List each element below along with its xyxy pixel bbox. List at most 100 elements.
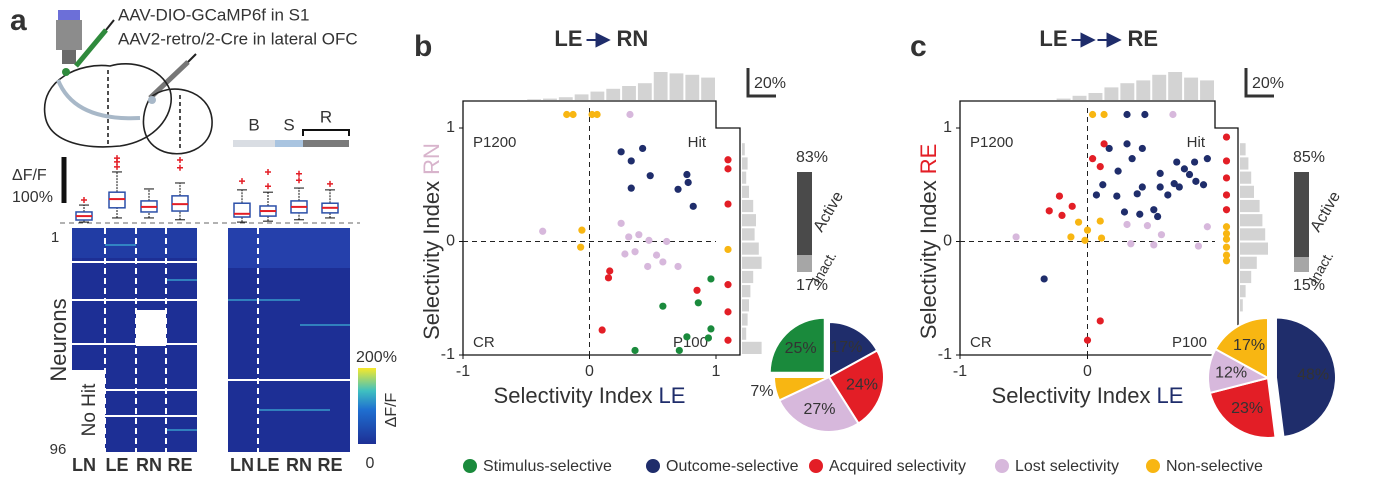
point xyxy=(563,111,570,118)
point xyxy=(724,308,731,315)
histogram-bar xyxy=(685,75,699,100)
panel-label: a xyxy=(10,4,27,37)
histogram-bar xyxy=(1136,80,1150,100)
histogram-bar xyxy=(742,228,755,240)
point xyxy=(578,227,585,234)
point xyxy=(593,111,600,118)
point xyxy=(1134,190,1141,197)
histogram-bar xyxy=(742,186,749,198)
corner-label: P100 xyxy=(1172,334,1207,351)
pie-label: 24% xyxy=(846,377,878,394)
legend-label: Lost selectivity xyxy=(1015,458,1119,475)
no-hit-label: No Hit xyxy=(79,383,100,437)
histogram-bar xyxy=(1240,186,1254,198)
histogram-bar xyxy=(742,342,762,354)
point xyxy=(1192,178,1199,185)
legend-marker xyxy=(809,459,823,473)
point xyxy=(645,237,652,244)
point xyxy=(1191,158,1198,165)
point xyxy=(1123,111,1130,118)
figure: a b c AAV-DIO-GCaMP6f in S1 AAV2-retro/2… xyxy=(0,0,1377,481)
point xyxy=(1223,257,1230,264)
point xyxy=(690,203,697,210)
heatmap xyxy=(72,228,350,452)
colorbar-label: 0 xyxy=(366,455,375,472)
histogram-bar xyxy=(1240,285,1246,297)
point xyxy=(724,200,731,207)
histogram-bar xyxy=(559,97,573,100)
pie-label: 25% xyxy=(785,340,817,357)
histogram-bar xyxy=(1240,257,1257,269)
histogram-bar xyxy=(742,285,750,297)
hist-scale-label: 20% xyxy=(754,75,786,92)
histogram-bar xyxy=(742,271,753,283)
point xyxy=(1098,234,1105,241)
histogram-bar xyxy=(654,72,668,100)
point xyxy=(1075,219,1082,226)
point xyxy=(631,248,638,255)
histogram-bar xyxy=(1104,87,1118,100)
point xyxy=(663,238,670,245)
injection-label: AAV2-retro/2-Cre in lateral OFC xyxy=(118,29,358,48)
point xyxy=(1223,191,1230,198)
category-label: LE xyxy=(256,455,279,475)
point xyxy=(724,337,731,344)
y-axis-label-text: Selectivity Index xyxy=(419,181,444,340)
histogram-bar xyxy=(622,86,636,100)
point xyxy=(1113,193,1120,200)
point xyxy=(1200,181,1207,188)
box xyxy=(234,203,250,217)
point xyxy=(1223,244,1230,251)
point xyxy=(1150,241,1157,248)
point xyxy=(1195,242,1202,249)
corner-label: P1200 xyxy=(970,134,1013,151)
histogram-bar xyxy=(543,99,557,100)
y-tick-label: -1 xyxy=(441,346,455,363)
point xyxy=(635,231,642,238)
point xyxy=(625,233,632,240)
histogram-bar xyxy=(742,200,753,212)
point xyxy=(1139,183,1146,190)
point xyxy=(539,228,546,235)
point xyxy=(683,333,690,340)
colorbar-title: ΔF/F xyxy=(383,392,400,427)
point xyxy=(639,145,646,152)
histogram-bar xyxy=(1168,72,1182,100)
point xyxy=(628,157,635,164)
point xyxy=(1097,317,1104,324)
point xyxy=(1141,111,1148,118)
y-tick-label: 0 xyxy=(943,233,952,250)
histogram-bar xyxy=(742,157,748,169)
category-label: LN xyxy=(230,455,254,475)
point xyxy=(1084,227,1091,234)
point xyxy=(1204,155,1211,162)
pie-label: 12% xyxy=(1215,365,1247,382)
outlier xyxy=(265,183,271,189)
histogram-bar xyxy=(1184,78,1198,100)
outlier xyxy=(177,157,183,163)
scale-label: 100% xyxy=(12,189,53,206)
point xyxy=(1129,155,1136,162)
outlier xyxy=(265,169,271,175)
histogram-bar xyxy=(1240,200,1260,212)
histogram-bar xyxy=(742,299,749,311)
title-target: RN xyxy=(617,26,649,51)
histogram-bar xyxy=(742,172,746,184)
corner-label: Hit xyxy=(1187,134,1206,151)
phase-label: B xyxy=(248,115,259,134)
x-tick-label: -1 xyxy=(953,363,967,380)
x-tick-label: 0 xyxy=(585,363,594,380)
point xyxy=(1150,206,1157,213)
point xyxy=(1097,163,1104,170)
point xyxy=(1127,240,1134,247)
point xyxy=(626,111,633,118)
point xyxy=(1123,221,1130,228)
row-label: 1 xyxy=(51,229,59,246)
point xyxy=(1046,207,1053,214)
colorbar xyxy=(358,368,376,444)
legend-label: Acquired selectivity xyxy=(829,458,966,475)
histogram-bar xyxy=(1200,80,1214,100)
point xyxy=(653,252,660,259)
point xyxy=(674,186,681,193)
point xyxy=(1097,217,1104,224)
